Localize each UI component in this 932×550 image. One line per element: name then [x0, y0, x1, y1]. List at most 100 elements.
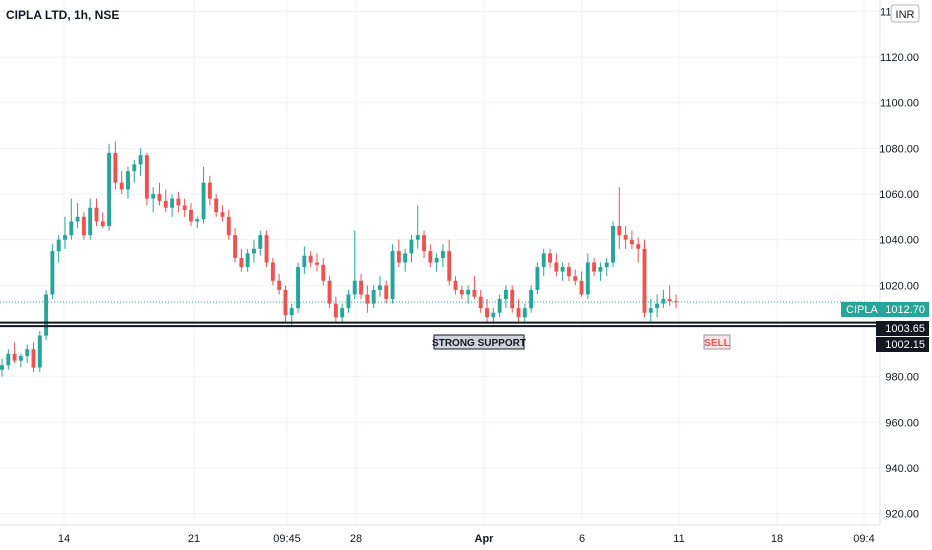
- y-tick-label: 960.00: [885, 417, 919, 429]
- candle-body: [81, 216, 86, 236]
- candle-body: [296, 267, 301, 309]
- y-tick-label: 1020.00: [879, 280, 919, 292]
- x-tick-label: 09:45: [273, 533, 301, 545]
- candle-body: [50, 251, 55, 295]
- candle-body: [126, 171, 130, 190]
- candle-body: [214, 198, 219, 213]
- candle-body: [566, 267, 571, 277]
- x-tick-label: 28: [350, 533, 362, 545]
- candle-body: [25, 349, 30, 357]
- sell-signal-label[interactable]: SELL: [703, 334, 731, 350]
- currency-badge[interactable]: INR: [890, 4, 920, 23]
- candle-body: [585, 262, 590, 295]
- candle-body: [308, 255, 313, 263]
- candle-body: [37, 335, 42, 368]
- candle-body: [365, 294, 370, 304]
- candle-body: [403, 253, 408, 263]
- candle-body: [170, 198, 175, 208]
- candle-body: [264, 235, 269, 263]
- candle-body: [359, 280, 363, 295]
- y-tick-label: 940.00: [885, 463, 919, 475]
- candle-body: [472, 289, 477, 297]
- candle-body: [636, 244, 641, 249]
- candle-body: [573, 276, 578, 281]
- candle-body: [207, 182, 212, 199]
- candle-body: [321, 264, 326, 281]
- chart-grid: [0, 0, 880, 525]
- last-price-label: CIPLA 1012.70: [841, 302, 929, 317]
- candle-body: [415, 235, 420, 240]
- candle-body: [189, 210, 193, 222]
- candle-body: [75, 216, 80, 222]
- candle-body: [195, 219, 200, 222]
- candle-body: [346, 294, 351, 309]
- candle-body: [592, 262, 597, 272]
- candle-body: [371, 289, 376, 304]
- y-tick-label: 920.00: [885, 509, 919, 521]
- candle-body: [604, 262, 609, 268]
- candle-body: [44, 294, 49, 336]
- candle-body: [491, 312, 496, 318]
- y-tick-label: 1040.00: [879, 235, 919, 247]
- candle-body: [459, 289, 464, 295]
- candle-body: [510, 289, 515, 309]
- price-scale-bg: [880, 0, 932, 550]
- candle-body: [466, 289, 471, 295]
- hline-price-label-2: 1002.15: [876, 337, 929, 352]
- candle-body: [352, 280, 357, 295]
- candle-body: [340, 308, 345, 318]
- candle-body: [100, 221, 105, 226]
- last-price-value: 1012.70: [885, 304, 925, 316]
- candle-body: [516, 308, 521, 318]
- candle-body: [107, 152, 112, 226]
- candle-body: [88, 207, 93, 236]
- candle-body: [396, 251, 401, 263]
- candle-body: [548, 253, 552, 263]
- candle-body: [617, 225, 622, 236]
- candle-body: [245, 253, 250, 268]
- y-tick-label: 1060.00: [879, 189, 919, 201]
- candle-body: [409, 239, 414, 254]
- x-tick-label: 11: [673, 533, 684, 545]
- candle-body: [144, 155, 149, 199]
- sell-signal-text: SELL: [704, 338, 730, 349]
- x-tick-label: 14: [58, 533, 70, 545]
- time-scale[interactable]: 14 21 09:45 28 Apr 6 11 18 09:4: [58, 533, 875, 545]
- candle-body: [182, 205, 187, 210]
- candle-body: [277, 280, 282, 290]
- candle-body: [503, 289, 508, 300]
- candle-body: [428, 251, 433, 263]
- candle-body: [151, 194, 156, 199]
- candle-body: [560, 267, 565, 272]
- strong-support-label[interactable]: STRONG SUPPORT: [432, 334, 526, 350]
- candle-body: [327, 280, 332, 304]
- candle-body: [56, 239, 61, 252]
- y-tick-label: 1080.00: [879, 143, 919, 155]
- strong-support-text: STRONG SUPPORT: [432, 338, 526, 349]
- candle-body: [648, 308, 653, 313]
- y-tick-label: 1120.00: [880, 52, 919, 64]
- candle-body: [661, 299, 666, 304]
- candle-body: [440, 251, 445, 258]
- candle-body: [163, 200, 168, 208]
- time-scale-bg: [0, 525, 932, 550]
- hline-price-1: 1003.65: [885, 323, 925, 335]
- candle-body: [113, 152, 118, 183]
- candle-body: [667, 299, 672, 302]
- candle-body: [377, 285, 382, 290]
- candle-body: [226, 216, 231, 236]
- candle-body: [535, 267, 540, 290]
- candle-body: [447, 251, 452, 281]
- candle-body: [642, 248, 647, 313]
- candle-body: [132, 164, 137, 172]
- candle-body: [598, 267, 603, 272]
- candle-body: [390, 251, 395, 300]
- x-tick-label: 21: [188, 533, 200, 545]
- currency-label: INR: [896, 9, 915, 21]
- candle-series: [0, 141, 880, 377]
- candle-body: [176, 198, 181, 206]
- candle-body: [220, 212, 225, 217]
- candle-body: [629, 239, 634, 245]
- candle-body: [289, 308, 294, 315]
